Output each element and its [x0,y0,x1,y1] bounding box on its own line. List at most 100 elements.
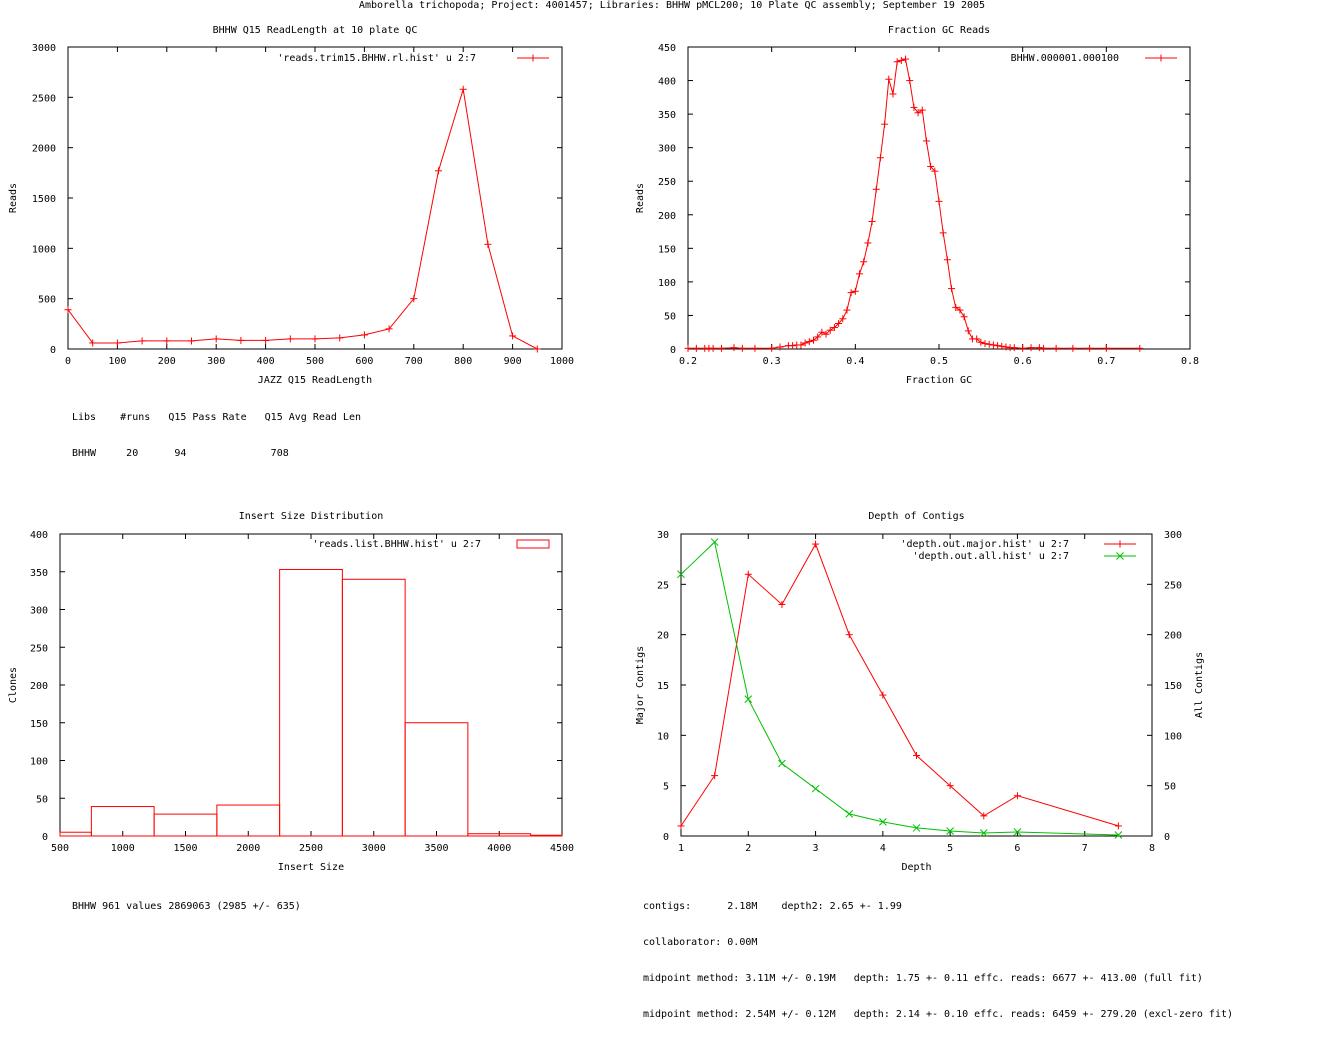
readlength-point-0-11 [336,334,344,342]
depth-legend-marker-1-b [1116,552,1124,560]
gc-legend-label-0: BHHW.000001.000100 [1011,53,1119,64]
readlength-xtick-label: 0 [65,356,71,367]
gc-point-0-36 [889,90,897,98]
depth-point-1-9 [979,829,988,837]
gc-ytick-label: 450 [658,43,676,54]
depth-xtick-label: 2 [745,843,751,854]
gc-point-0-20 [822,330,830,338]
depth-point-1-11 [1114,831,1123,839]
insert-ytick-label: 400 [30,530,48,541]
gc-xlabel: Fraction GC [906,375,972,386]
gc-ylabel: Reads [635,183,646,213]
gc-point-0-37 [893,58,901,66]
gc-point-0-72 [1086,344,1094,352]
readlength-point-0-13 [385,325,393,333]
insert-bar-0 [59,831,92,837]
insert-bar-6 [404,722,469,837]
gc-point-0-58 [981,340,989,348]
gc-point-0-23 [835,319,843,327]
depth-series-line-1 [680,541,1119,836]
gc-point-0-66 [1019,344,1027,352]
depth-point-1-4 [811,784,820,793]
insert-xtick-label: 1500 [173,843,197,854]
gc-point-0-19 [818,328,826,336]
gc-point-0-8 [751,344,759,352]
gc-title: Fraction GC Reads [888,25,990,36]
gc-ytick-label: 400 [658,77,676,88]
gc-point-0-43 [918,106,926,114]
gc-point-0-71 [1069,344,1077,352]
depth-point-1-6 [879,818,887,826]
depth-point-1-2-b [744,695,753,703]
insert-bar-8 [530,834,563,837]
gc-point-0-24 [839,315,847,323]
readlength-ytick-label: 0 [50,345,56,356]
depth-xtick-label: 8 [1149,843,1155,854]
readlength-point-0-4 [163,337,171,345]
readlength-point-0-19 [533,345,541,353]
depth-ytick-label: 30 [657,530,669,541]
gc-ytick-label: 350 [658,110,676,121]
depth-y2tick-label: 100 [1164,731,1182,742]
gc-ytick-label: 0 [670,345,676,356]
gc-point-0-30 [864,239,872,247]
gc-series-line-0 [688,58,1140,349]
readlength-point-0-16 [459,85,467,93]
gc-ytick-label: 300 [658,144,676,155]
readlength-point-0-1 [89,339,97,347]
gc-ytick-label: 150 [658,244,676,255]
readlength-xtick-label: 500 [306,356,324,367]
depth-point-0-3 [778,600,786,608]
gc-point-0-41 [910,103,918,111]
readlength-point-0-3 [138,337,146,345]
gc-point-0-49 [943,256,951,264]
readlength-ytick-label: 3000 [32,43,56,54]
readlength-xtick-label: 600 [355,356,373,367]
gc-point-0-68 [1035,344,1043,352]
depth-point-1-6-b [879,818,887,826]
insert-xlabel: Insert Size [278,862,344,873]
insert-ylabel: Clones [8,667,19,703]
depth-point-0-1 [711,772,719,780]
readlength-point-0-6 [212,335,220,343]
depth-series-line-0 [680,542,1119,827]
depth-xtick-label: 3 [813,843,819,854]
readlength-ytick-label: 2500 [32,93,56,104]
gc-point-0-1 [692,344,700,352]
depth-xtick-label: 5 [947,843,953,854]
gc-xtick-label: 0.8 [1181,356,1199,367]
readlength-point-0-8 [262,336,270,344]
depth-y2tick-label: 200 [1164,631,1182,642]
depth-point-1-10-b [1013,828,1022,836]
insert-xtick-label: 2000 [236,843,260,854]
insert-ytick-label: 200 [30,681,48,692]
gc-point-0-15 [801,339,809,347]
gc-point-0-32 [872,185,880,193]
insert-ytick-label: 50 [36,794,48,805]
depth-point-0-9 [980,812,988,820]
gc-point-0-74 [1136,344,1144,352]
gc-point-0-28 [856,270,864,278]
depth-point-1-4-b [811,784,820,793]
readlength-ytick-label: 2000 [32,144,56,155]
insert-ytick-label: 100 [30,757,48,768]
depth-stats-contigs: contigs: 2.18M depth2: 2.65 +- 1.99 [643,901,902,912]
readlength-legend-label-0: 'reads.trim15.BHHW.rl.hist' u 2:7 [277,53,476,64]
gc-point-0-70 [1052,344,1060,352]
insert-ytick-label: 300 [30,606,48,617]
gc-point-0-25 [843,306,851,314]
insert-stats: BHHW 961 values 2869063 (2985 +/- 635) [72,877,301,925]
readlength-stats: Libs #runs Q15 Pass Rate Q15 Avg Read Le… [72,388,361,472]
readlength-xlabel: JAZZ Q15 ReadLength [258,375,372,386]
gc-xtick-label: 0.3 [763,356,781,367]
gc-point-0-56 [973,335,981,343]
readlength-point-0-0 [64,306,72,314]
gc-point-0-65 [1010,344,1018,352]
gc-point-0-18 [814,333,822,341]
depth-point-1-8 [946,827,954,835]
depth-point-1-3-b [778,759,786,768]
depth-point-0-10 [1013,792,1021,800]
depth-stats-collaborator: collaborator: 0.00M [643,937,758,948]
depth-stats-midpoint-full: midpoint method: 3.11M +/- 0.19M depth: … [643,973,1203,984]
readlength-legend-marker-0 [529,54,537,62]
